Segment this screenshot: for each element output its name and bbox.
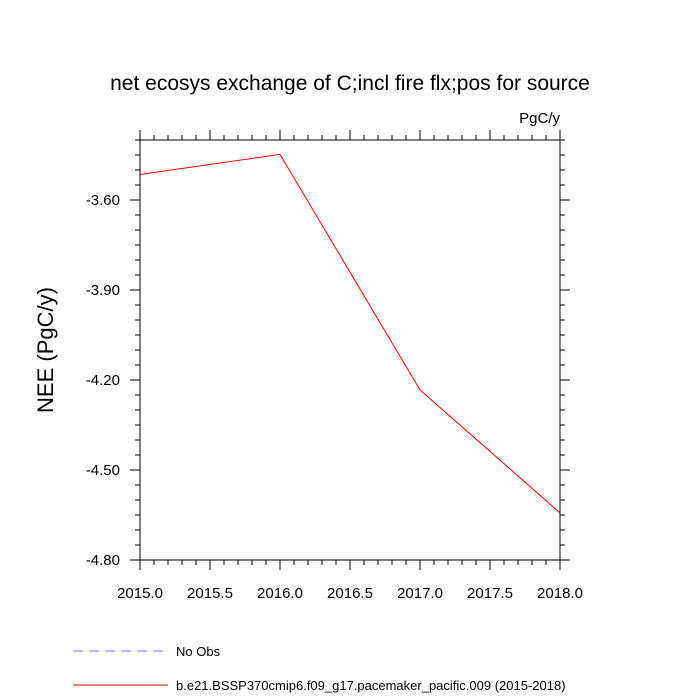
series-line (139, 153, 561, 514)
x-tick-label: 2015.5 (187, 585, 233, 602)
x-tick-label: 2018.0 (537, 585, 583, 602)
legend-label: b.e21.BSSP370cmip6.f09_g17.pacemaker_pac… (176, 678, 566, 693)
x-tick-label: 2017.5 (467, 585, 513, 602)
y-tick-label: -3.90 (86, 282, 120, 299)
x-tick-label: 2016.0 (257, 585, 303, 602)
plot-frame (139, 139, 561, 561)
axis-ticks (130, 130, 570, 570)
x-tick-label: 2017.0 (397, 585, 443, 602)
y-tick-label: -4.20 (86, 372, 120, 389)
y-axis-label: NEE (PgC/y) (33, 287, 58, 413)
chart-title: net ecosys exchange of C;incl fire flx;p… (110, 72, 590, 95)
x-tick-labels: 2015.0 2015.5 2016.0 2016.5 2017.0 2017.5 2018… (117, 585, 583, 602)
legend-label: No Obs (176, 644, 221, 659)
legend: No Obs b.e21.BSSP370cmip6.f09_g17.pacemak… (73, 644, 566, 693)
series-layer (139, 153, 561, 514)
x-tick-label: 2015.0 (117, 585, 163, 602)
y-tick-labels: -4.80 -4.50 -4.20 -3.90 -3.60 (86, 192, 120, 569)
y-tick-label: -3.60 (86, 192, 120, 209)
y-tick-label: -4.50 (86, 462, 120, 479)
units-label: PgC/y (519, 110, 560, 127)
x-tick-label: 2016.5 (327, 585, 373, 602)
y-tick-label: -4.80 (86, 552, 120, 569)
